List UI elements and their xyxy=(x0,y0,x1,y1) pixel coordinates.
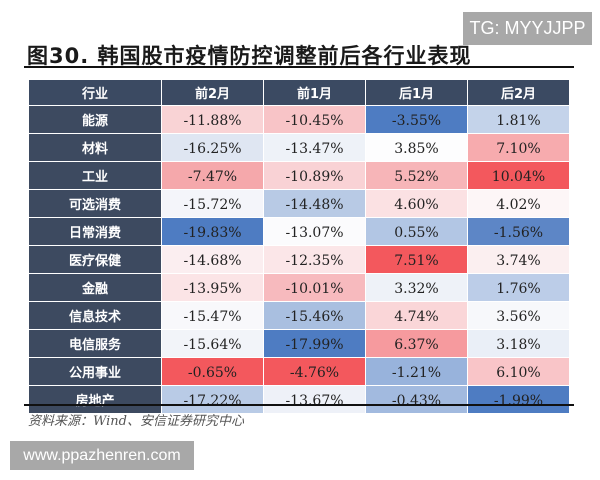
figure-title: 图30. 韩国股市疫情防控调整前后各行业表现 xyxy=(27,44,472,68)
row-label: 材料 xyxy=(28,133,162,162)
heatmap-cell: -10.01% xyxy=(263,273,366,302)
column-header: 前2月 xyxy=(161,79,264,106)
header-row: 行业 前2月 前1月 后1月 后2月 xyxy=(28,79,570,106)
heatmap-cell: -10.89% xyxy=(263,161,366,190)
table-row: 电信服务 -15.64% -17.99% 6.37% 3.18% xyxy=(28,329,570,358)
source-note: 资料来源：Wind、安信证券研究中心 xyxy=(28,414,244,429)
heatmap-cell: -17.22% xyxy=(161,385,264,414)
heatmap-cell: 4.74% xyxy=(365,301,468,330)
heatmap-cell: -7.47% xyxy=(161,161,264,190)
heatmap-cell: -15.72% xyxy=(161,189,264,218)
title-rule xyxy=(24,66,574,68)
row-label: 房地产 xyxy=(28,385,162,414)
bottom-rule xyxy=(24,404,574,406)
heatmap-cell: -14.68% xyxy=(161,245,264,274)
table-row: 能源 -11.88% -10.45% -3.55% 1.81% xyxy=(28,105,570,134)
heatmap-cell: 3.85% xyxy=(365,133,468,162)
heatmap-cell: 7.51% xyxy=(365,245,468,274)
row-label: 金融 xyxy=(28,273,162,302)
heatmap-cell: 4.60% xyxy=(365,189,468,218)
row-label: 医疗保健 xyxy=(28,245,162,274)
row-label: 信息技术 xyxy=(28,301,162,330)
table-row: 公用事业 -0.65% -4.76% -1.21% 6.10% xyxy=(28,357,570,386)
heatmap-cell: 7.10% xyxy=(467,133,570,162)
heatmap-cell: -0.43% xyxy=(365,385,468,414)
heatmap-cell: -13.95% xyxy=(161,273,264,302)
column-header: 后1月 xyxy=(365,79,468,106)
row-label: 公用事业 xyxy=(28,357,162,386)
heatmap-cell: -10.45% xyxy=(263,105,366,134)
heatmap-cell: -19.83% xyxy=(161,217,264,246)
watermark-bottom: www.ppazhenren.com xyxy=(10,441,194,470)
table-row: 医疗保健 -14.68% -12.35% 7.51% 3.74% xyxy=(28,245,570,274)
watermark-top: TG: MYYJJPP xyxy=(463,12,592,45)
heatmap-cell: -13.67% xyxy=(263,385,366,414)
heatmap-cell: 3.18% xyxy=(467,329,570,358)
heatmap-cell: -15.46% xyxy=(263,301,366,330)
heatmap-cell: -1.21% xyxy=(365,357,468,386)
table-row: 日常消费 -19.83% -13.07% 0.55% -1.56% xyxy=(28,217,570,246)
column-header: 行业 xyxy=(28,79,162,106)
table-row: 可选消费 -15.72% -14.48% 4.60% 4.02% xyxy=(28,189,570,218)
heatmap-cell: 3.32% xyxy=(365,273,468,302)
heatmap-cell: 5.52% xyxy=(365,161,468,190)
heatmap-cell: -17.99% xyxy=(263,329,366,358)
heatmap-cell: 6.10% xyxy=(467,357,570,386)
table-row: 材料 -16.25% -13.47% 3.85% 7.10% xyxy=(28,133,570,162)
heatmap-cell: -12.35% xyxy=(263,245,366,274)
column-header: 前1月 xyxy=(263,79,366,106)
heatmap-cell: 3.56% xyxy=(467,301,570,330)
heatmap-cell: 0.55% xyxy=(365,217,468,246)
heatmap-cell: -16.25% xyxy=(161,133,264,162)
heatmap-cell: 4.02% xyxy=(467,189,570,218)
heatmap-cell: -0.65% xyxy=(161,357,264,386)
heatmap-cell: 10.04% xyxy=(467,161,570,190)
row-label: 可选消费 xyxy=(28,189,162,218)
column-header: 后2月 xyxy=(467,79,570,106)
table-row: 金融 -13.95% -10.01% 3.32% 1.76% xyxy=(28,273,570,302)
table-row: 信息技术 -15.47% -15.46% 4.74% 3.56% xyxy=(28,301,570,330)
heatmap-cell: -14.48% xyxy=(263,189,366,218)
heatmap-cell: 1.81% xyxy=(467,105,570,134)
heatmap-cell: -11.88% xyxy=(161,105,264,134)
row-label: 能源 xyxy=(28,105,162,134)
heatmap-cell: -3.55% xyxy=(365,105,468,134)
row-label: 工业 xyxy=(28,161,162,190)
heatmap-table: 行业 前2月 前1月 后1月 后2月 能源 -11.88% -10.45% -3.55… xyxy=(28,79,570,414)
heatmap-cell: 3.74% xyxy=(467,245,570,274)
table-row: 工业 -7.47% -10.89% 5.52% 10.04% xyxy=(28,161,570,190)
row-label: 电信服务 xyxy=(28,329,162,358)
heatmap-cell: -4.76% xyxy=(263,357,366,386)
heatmap-cell: -15.47% xyxy=(161,301,264,330)
heatmap-cell: -1.56% xyxy=(467,217,570,246)
heatmap-cell: -1.99% xyxy=(467,385,570,414)
heatmap-cell: -15.64% xyxy=(161,329,264,358)
heatmap-cell: 1.76% xyxy=(467,273,570,302)
heatmap-cell: 6.37% xyxy=(365,329,468,358)
heatmap-cell: -13.47% xyxy=(263,133,366,162)
row-label: 日常消费 xyxy=(28,217,162,246)
heatmap-cell: -13.07% xyxy=(263,217,366,246)
